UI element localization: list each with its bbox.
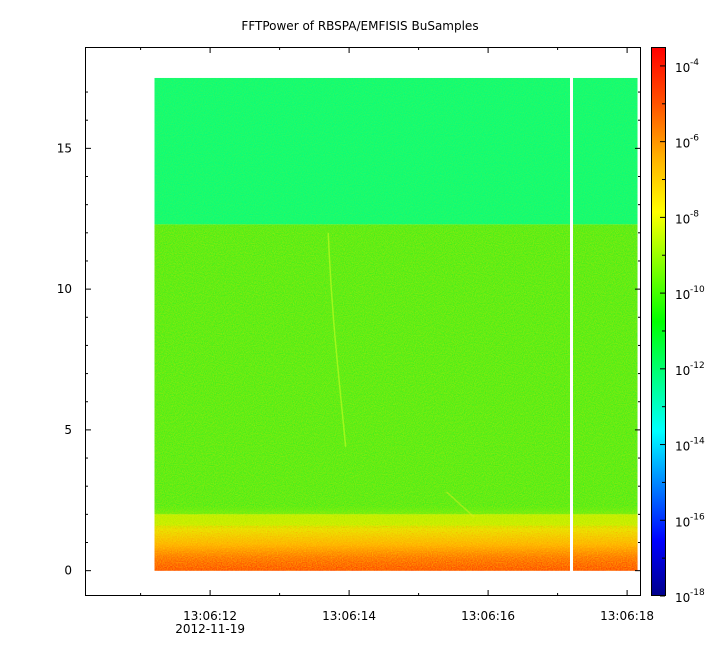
colorbar-tick-label: 10 xyxy=(675,364,690,378)
x-tick-label: 13:06:14 xyxy=(322,609,376,623)
y-tick-label: 5 xyxy=(64,423,72,437)
colorbar-tick-label: 10 xyxy=(675,591,690,605)
y-axis: 0 5 10 15 xyxy=(57,91,641,578)
x-tick-label: 13:06:16 xyxy=(461,609,515,623)
colorbar-tick-label: 10 xyxy=(675,137,690,151)
colorbar-tick-exponent: -10 xyxy=(690,285,705,295)
emission-streak xyxy=(327,232,347,447)
x-date-label: 2012-11-19 xyxy=(175,622,245,636)
noise-speckle-low xyxy=(154,525,638,571)
colorbar-tick-label: 10 xyxy=(675,515,690,529)
plot-frame xyxy=(85,47,641,596)
y-tick-label: 10 xyxy=(57,282,72,296)
x-tick-label: 13:06:18 xyxy=(600,609,654,623)
colorbar-tick-label: 10 xyxy=(675,440,690,454)
chart-title: FFTPower of RBSPA/EMFISIS BuSamples xyxy=(241,19,478,33)
colorbar-tick-exponent: -8 xyxy=(690,209,699,219)
colorbar-tick-exponent: -18 xyxy=(690,588,705,598)
y-tick-label: 15 xyxy=(57,141,72,155)
colorbar-tick-label: 10 xyxy=(675,288,690,302)
colorbar-tick-exponent: -12 xyxy=(690,361,705,371)
colorbar-tick-label: 10 xyxy=(675,61,690,75)
y-tick-label: 0 xyxy=(64,564,72,578)
emission-streak-low xyxy=(445,491,475,518)
colorbar-tick-exponent: -4 xyxy=(690,58,699,68)
data-gap xyxy=(570,76,573,572)
spectrogram-noise xyxy=(154,77,638,571)
colorbar-tick-exponent: -6 xyxy=(690,134,699,144)
spectrogram-features xyxy=(327,232,475,518)
noise-speckle-top xyxy=(154,77,638,225)
x-tick-label: 13:06:12 xyxy=(183,609,237,623)
colorbar-tick-exponent: -14 xyxy=(690,437,705,447)
colorbar-gradient xyxy=(651,47,666,596)
noise-speckle-mid xyxy=(154,224,638,529)
colorbar-tick-exponent: -16 xyxy=(690,512,705,522)
colorbar-tick-label: 10 xyxy=(675,212,690,226)
